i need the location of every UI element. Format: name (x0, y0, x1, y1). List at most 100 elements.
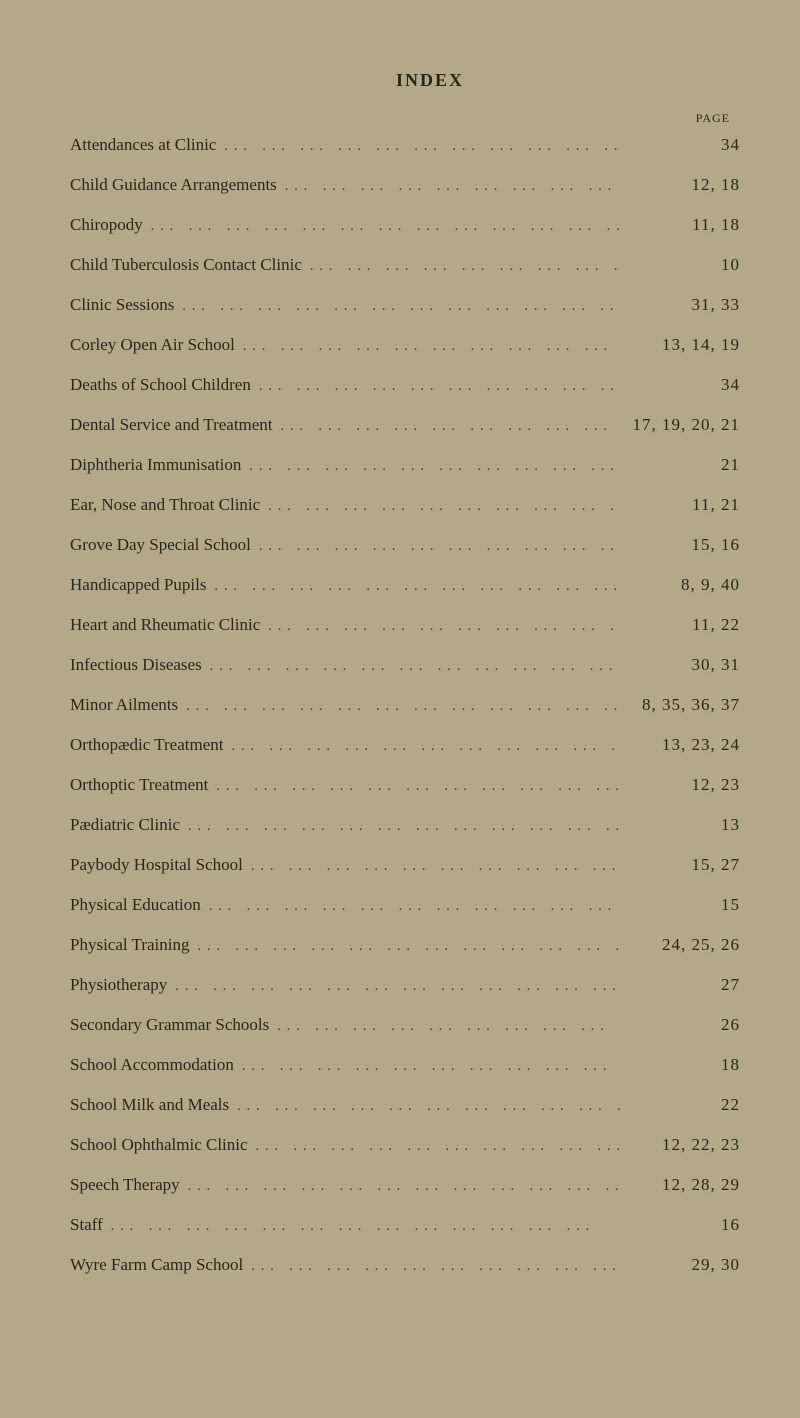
entry-label: School Ophthalmic Clinic (70, 1136, 248, 1153)
entry-pages: 13 (620, 816, 740, 833)
index-entry: Diphtheria Immunisation ... ... ... ... … (70, 456, 740, 478)
entry-pages: 8, 9, 40 (620, 576, 740, 593)
entry-dots: ... ... ... ... ... ... ... ... ... ... … (178, 700, 620, 714)
entry-label: Physical Education (70, 896, 201, 913)
entry-pages: 12, 23 (620, 776, 740, 793)
entry-pages: 21 (620, 456, 740, 473)
entry-dots: ... ... ... ... ... ... ... ... ... ... … (180, 1180, 620, 1194)
entry-dots: ... ... ... ... ... ... ... ... ... ... … (174, 300, 620, 314)
index-entry: Clinic Sessions ... ... ... ... ... ... … (70, 296, 740, 318)
entry-dots: ... ... ... ... ... ... ... ... ... ... … (223, 740, 620, 754)
entry-label: Wyre Farm Camp School (70, 1256, 243, 1273)
entry-pages: 18 (620, 1056, 740, 1073)
entry-label: Clinic Sessions (70, 296, 174, 313)
entry-label: Paybody Hospital School (70, 856, 243, 873)
entry-pages: 27 (620, 976, 740, 993)
entry-label: Child Tuberculosis Contact Clinic (70, 256, 302, 273)
page-header-label: PAGE (70, 111, 740, 126)
entry-dots: ... ... ... ... ... ... ... ... ... ... … (243, 1260, 620, 1274)
entry-dots: ... ... ... ... ... ... ... ... ... ... … (103, 1220, 620, 1234)
index-entry: Attendances at Clinic ... ... ... ... ..… (70, 136, 740, 158)
index-entry: School Milk and Meals ... ... ... ... ..… (70, 1096, 740, 1118)
entry-dots: ... ... ... ... ... ... ... ... ... ... … (167, 980, 620, 994)
entry-label: Physiotherapy (70, 976, 167, 993)
entry-pages: 11, 18 (620, 216, 740, 233)
index-entry: Chiropody ... ... ... ... ... ... ... ..… (70, 216, 740, 238)
entry-pages: 8, 35, 36, 37 (620, 696, 740, 713)
index-entry: Child Tuberculosis Contact Clinic ... ..… (70, 256, 740, 278)
index-entry: School Ophthalmic Clinic ... ... ... ...… (70, 1136, 740, 1158)
entry-dots: ... ... ... ... ... ... ... ... ... ... … (143, 220, 620, 234)
entry-label: Staff (70, 1216, 103, 1233)
entry-dots: ... ... ... ... ... ... ... ... ... ... … (234, 1060, 620, 1074)
entry-dots: ... ... ... ... ... ... ... ... ... ... … (202, 660, 620, 674)
entry-dots: ... ... ... ... ... ... ... ... ... ... … (229, 1100, 620, 1114)
index-entry: Speech Therapy ... ... ... ... ... ... .… (70, 1176, 740, 1198)
entry-pages: 13, 23, 24 (620, 736, 740, 753)
index-entry: School Accommodation ... ... ... ... ...… (70, 1056, 740, 1078)
entry-label: Minor Ailments (70, 696, 178, 713)
entry-label: School Accommodation (70, 1056, 234, 1073)
entry-label: Ear, Nose and Throat Clinic (70, 496, 260, 513)
entry-dots: ... ... ... ... ... ... ... ... ... ... … (251, 380, 620, 394)
entry-dots: ... ... ... ... ... ... ... ... ... ... … (273, 420, 620, 434)
index-entry: Ear, Nose and Throat Clinic ... ... ... … (70, 496, 740, 518)
entry-pages: 26 (620, 1016, 740, 1033)
entry-label: Infectious Diseases (70, 656, 202, 673)
entry-label: Corley Open Air School (70, 336, 235, 353)
index-entry: Staff ... ... ... ... ... ... ... ... ..… (70, 1216, 740, 1238)
index-entry: Infectious Diseases ... ... ... ... ... … (70, 656, 740, 678)
entry-dots: ... ... ... ... ... ... ... ... ... ... … (208, 780, 620, 794)
index-entry: Orthopædic Treatment ... ... ... ... ...… (70, 736, 740, 758)
entry-pages: 29, 30 (620, 1256, 740, 1273)
entry-pages: 24, 25, 26 (620, 936, 740, 953)
index-entry: Physical Education ... ... ... ... ... .… (70, 896, 740, 918)
entry-label: Chiropody (70, 216, 143, 233)
entry-pages: 15 (620, 896, 740, 913)
index-entry: Orthoptic Treatment ... ... ... ... ... … (70, 776, 740, 798)
entry-dots: ... ... ... ... ... ... ... ... ... ... … (269, 1020, 620, 1034)
entry-dots: ... ... ... ... ... ... ... ... ... ... … (260, 500, 620, 514)
index-entry: Wyre Farm Camp School ... ... ... ... ..… (70, 1256, 740, 1278)
index-entry: Deaths of School Children ... ... ... ..… (70, 376, 740, 398)
entry-label: Physical Training (70, 936, 190, 953)
entry-pages: 11, 21 (620, 496, 740, 513)
index-entry: Handicapped Pupils ... ... ... ... ... .… (70, 576, 740, 598)
index-entry: Physical Training ... ... ... ... ... ..… (70, 936, 740, 958)
index-entry: Child Guidance Arrangements ... ... ... … (70, 176, 740, 198)
entry-pages: 16 (620, 1216, 740, 1233)
entry-dots: ... ... ... ... ... ... ... ... ... ... … (248, 1140, 620, 1154)
entry-dots: ... ... ... ... ... ... ... ... ... ... … (243, 860, 620, 874)
entry-pages: 11, 22 (620, 616, 740, 633)
index-entry: Minor Ailments ... ... ... ... ... ... .… (70, 696, 740, 718)
entry-dots: ... ... ... ... ... ... ... ... ... ... … (216, 140, 620, 154)
entry-label: Deaths of School Children (70, 376, 251, 393)
index-list: Attendances at Clinic ... ... ... ... ..… (70, 136, 740, 1278)
entry-pages: 12, 18 (620, 176, 740, 193)
index-entry: Heart and Rheumatic Clinic ... ... ... .… (70, 616, 740, 638)
entry-pages: 15, 16 (620, 536, 740, 553)
entry-label: Orthoptic Treatment (70, 776, 208, 793)
entry-pages: 12, 28, 29 (620, 1176, 740, 1193)
entry-label: Speech Therapy (70, 1176, 180, 1193)
entry-pages: 34 (620, 376, 740, 393)
entry-dots: ... ... ... ... ... ... ... ... ... ... … (302, 260, 620, 274)
entry-label: Heart and Rheumatic Clinic (70, 616, 260, 633)
entry-pages: 15, 27 (620, 856, 740, 873)
entry-dots: ... ... ... ... ... ... ... ... ... ... … (277, 180, 620, 194)
entry-label: Dental Service and Treatment (70, 416, 273, 433)
entry-label: Orthopædic Treatment (70, 736, 223, 753)
entry-dots: ... ... ... ... ... ... ... ... ... ... … (201, 900, 620, 914)
entry-dots: ... ... ... ... ... ... ... ... ... ... … (206, 580, 620, 594)
entry-label: Child Guidance Arrangements (70, 176, 277, 193)
index-entry: Grove Day Special School ... ... ... ...… (70, 536, 740, 558)
entry-pages: 10 (620, 256, 740, 273)
index-entry: Paybody Hospital School ... ... ... ... … (70, 856, 740, 878)
entry-dots: ... ... ... ... ... ... ... ... ... ... … (180, 820, 620, 834)
entry-dots: ... ... ... ... ... ... ... ... ... ... … (260, 620, 620, 634)
entry-pages: 30, 31 (620, 656, 740, 673)
entry-label: School Milk and Meals (70, 1096, 229, 1113)
index-entry: Secondary Grammar Schools ... ... ... ..… (70, 1016, 740, 1038)
entry-pages: 31, 33 (620, 296, 740, 313)
entry-pages: 13, 14, 19 (620, 336, 740, 353)
